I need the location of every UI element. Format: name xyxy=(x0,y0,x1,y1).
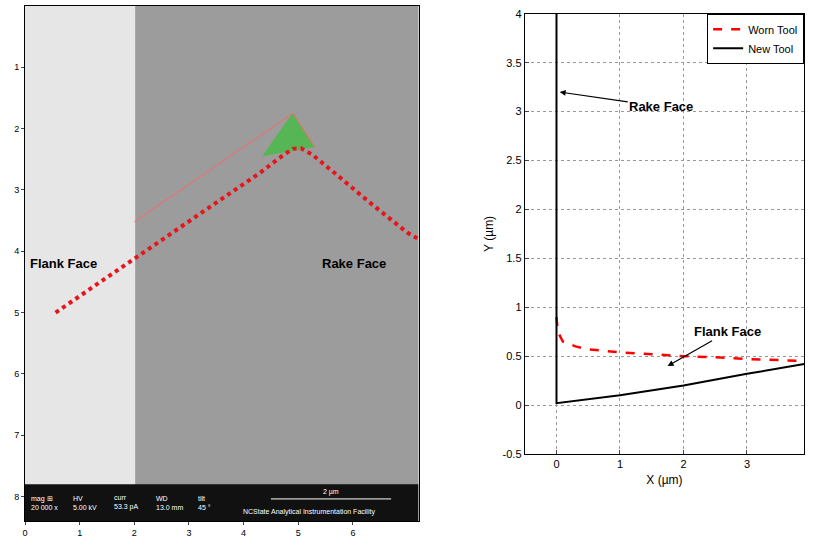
svg-text:1: 1 xyxy=(14,62,19,72)
svg-text:0: 0 xyxy=(22,528,27,538)
svg-text:8: 8 xyxy=(14,492,19,502)
svg-text:Rake Face: Rake Face xyxy=(629,99,693,114)
svg-text:tilt45 °: tilt45 ° xyxy=(198,495,211,511)
svg-text:Rake Face: Rake Face xyxy=(322,256,386,271)
svg-text:New Tool: New Tool xyxy=(748,43,793,55)
svg-text:2: 2 xyxy=(14,124,19,134)
svg-text:2.5: 2.5 xyxy=(506,154,521,166)
svg-text:4: 4 xyxy=(515,8,521,20)
svg-text:4: 4 xyxy=(241,528,246,538)
svg-text:2: 2 xyxy=(132,528,137,538)
svg-text:-0.5: -0.5 xyxy=(503,448,522,460)
svg-text:Flank Face: Flank Face xyxy=(30,256,97,271)
svg-text:3: 3 xyxy=(14,185,19,195)
svg-text:mag ⊞20 000 x: mag ⊞20 000 x xyxy=(31,495,58,511)
svg-text:5: 5 xyxy=(296,528,301,538)
svg-text:3: 3 xyxy=(186,528,191,538)
svg-text:6: 6 xyxy=(14,369,19,379)
svg-text:3: 3 xyxy=(515,105,521,117)
svg-text:2 µm: 2 µm xyxy=(323,488,339,496)
svg-text:curr53.3 pA: curr53.3 pA xyxy=(114,494,138,511)
svg-text:1: 1 xyxy=(77,528,82,538)
svg-text:0: 0 xyxy=(515,399,521,411)
svg-text:Flank Face: Flank Face xyxy=(694,324,761,339)
svg-text:7: 7 xyxy=(14,430,19,440)
svg-text:5: 5 xyxy=(14,308,19,318)
svg-text:Y (µm): Y (µm) xyxy=(482,216,496,252)
svg-text:X (µm): X (µm) xyxy=(646,473,682,487)
svg-text:1.5: 1.5 xyxy=(506,252,521,264)
svg-text:1: 1 xyxy=(515,301,521,313)
svg-text:0: 0 xyxy=(553,458,559,470)
svg-text:2: 2 xyxy=(515,203,521,215)
svg-text:6: 6 xyxy=(350,528,355,538)
svg-text:0.5: 0.5 xyxy=(506,350,521,362)
svg-text:1: 1 xyxy=(617,458,623,470)
svg-text:3.5: 3.5 xyxy=(506,57,521,69)
svg-text:WD13.0 mm: WD13.0 mm xyxy=(156,495,183,511)
svg-text:HV5.00 kV: HV5.00 kV xyxy=(73,495,97,511)
svg-text:2: 2 xyxy=(680,458,686,470)
svg-text:3: 3 xyxy=(744,458,750,470)
svg-text:NCState Analytical Instrumenta: NCState Analytical Instrumentation Facil… xyxy=(243,508,375,516)
svg-text:4: 4 xyxy=(14,246,19,256)
svg-text:Worn Tool: Worn Tool xyxy=(748,24,797,36)
